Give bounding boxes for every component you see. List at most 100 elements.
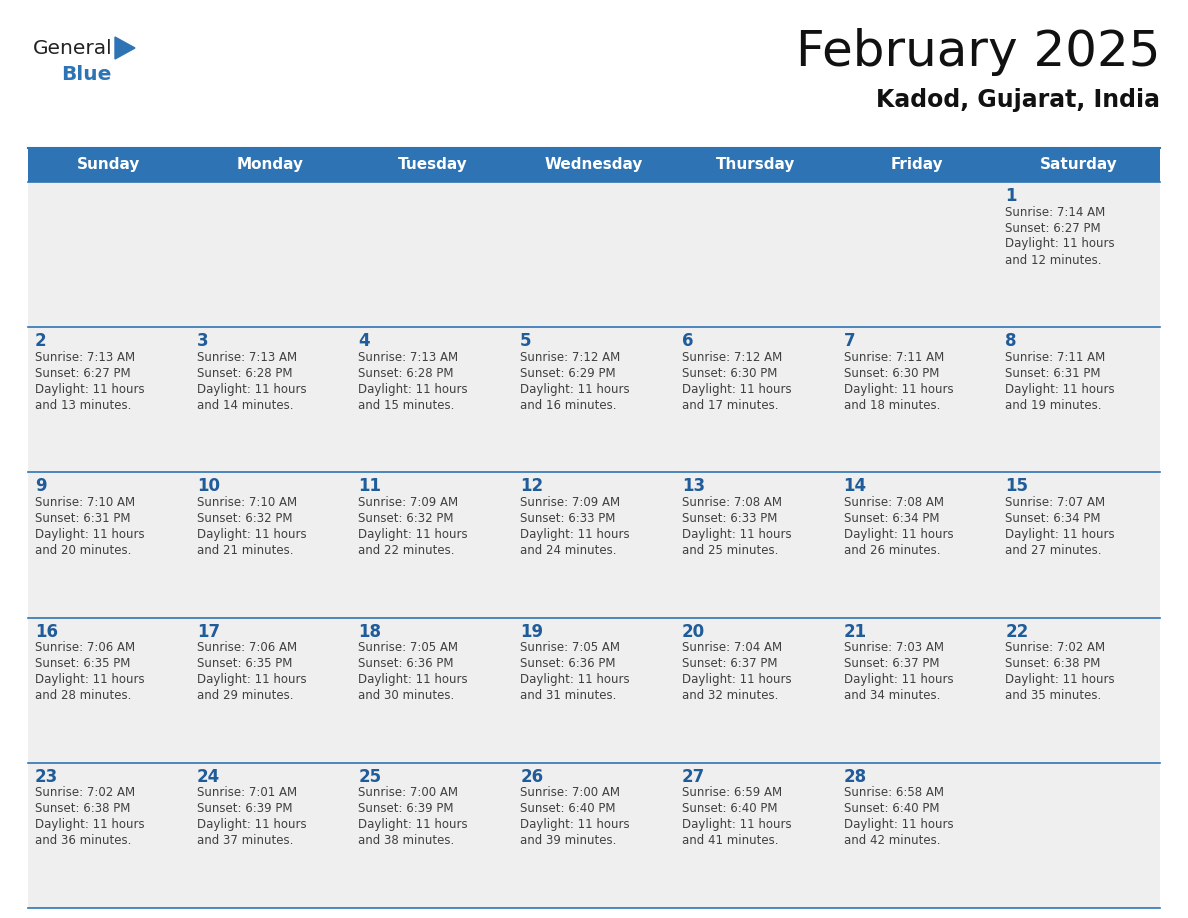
Text: and 14 minutes.: and 14 minutes.: [197, 398, 293, 411]
Text: 8: 8: [1005, 332, 1017, 350]
Bar: [675, 473, 836, 618]
Text: Sunrise: 7:13 AM: Sunrise: 7:13 AM: [359, 351, 459, 364]
Text: Sunset: 6:37 PM: Sunset: 6:37 PM: [843, 657, 939, 670]
Text: Sunset: 6:34 PM: Sunset: 6:34 PM: [843, 512, 939, 525]
Text: 11: 11: [359, 477, 381, 496]
Bar: [998, 182, 1159, 327]
Bar: [998, 327, 1159, 473]
Text: Sunrise: 7:00 AM: Sunrise: 7:00 AM: [520, 787, 620, 800]
Text: Sunrise: 6:58 AM: Sunrise: 6:58 AM: [843, 787, 943, 800]
Bar: [352, 618, 513, 763]
Text: 13: 13: [682, 477, 704, 496]
Text: Daylight: 11 hours: Daylight: 11 hours: [682, 383, 791, 396]
Text: Sunrise: 7:05 AM: Sunrise: 7:05 AM: [520, 641, 620, 655]
Text: Sunrise: 6:59 AM: Sunrise: 6:59 AM: [682, 787, 782, 800]
Text: Daylight: 11 hours: Daylight: 11 hours: [359, 818, 468, 832]
Text: and 24 minutes.: and 24 minutes.: [520, 543, 617, 557]
Text: Sunset: 6:30 PM: Sunset: 6:30 PM: [843, 366, 939, 380]
Text: Daylight: 11 hours: Daylight: 11 hours: [1005, 528, 1114, 541]
Text: and 16 minutes.: and 16 minutes.: [520, 398, 617, 411]
Text: Sunset: 6:27 PM: Sunset: 6:27 PM: [1005, 221, 1101, 234]
Text: and 36 minutes.: and 36 minutes.: [34, 834, 132, 847]
Text: Sunset: 6:40 PM: Sunset: 6:40 PM: [843, 802, 939, 815]
Bar: [513, 763, 675, 908]
Text: Sunrise: 7:09 AM: Sunrise: 7:09 AM: [359, 496, 459, 509]
Text: 17: 17: [197, 622, 220, 641]
Text: and 15 minutes.: and 15 minutes.: [359, 398, 455, 411]
Bar: [29, 148, 1159, 182]
Text: Sunset: 6:39 PM: Sunset: 6:39 PM: [359, 802, 454, 815]
Text: Sunday: Sunday: [77, 158, 140, 173]
Text: Sunset: 6:35 PM: Sunset: 6:35 PM: [197, 657, 292, 670]
Text: Kadod, Gujarat, India: Kadod, Gujarat, India: [876, 88, 1159, 112]
Text: Sunset: 6:35 PM: Sunset: 6:35 PM: [34, 657, 131, 670]
Text: and 28 minutes.: and 28 minutes.: [34, 689, 132, 702]
Bar: [675, 618, 836, 763]
Text: and 32 minutes.: and 32 minutes.: [682, 689, 778, 702]
Text: Sunrise: 7:12 AM: Sunrise: 7:12 AM: [520, 351, 620, 364]
Text: 18: 18: [359, 622, 381, 641]
Text: 6: 6: [682, 332, 694, 350]
Bar: [352, 763, 513, 908]
Text: Sunrise: 7:03 AM: Sunrise: 7:03 AM: [843, 641, 943, 655]
Text: Sunrise: 7:10 AM: Sunrise: 7:10 AM: [197, 496, 297, 509]
Text: 25: 25: [359, 767, 381, 786]
Text: Sunset: 6:31 PM: Sunset: 6:31 PM: [1005, 366, 1101, 380]
Text: Daylight: 11 hours: Daylight: 11 hours: [843, 528, 953, 541]
Text: Sunset: 6:28 PM: Sunset: 6:28 PM: [197, 366, 292, 380]
Text: 28: 28: [843, 767, 867, 786]
Text: Thursday: Thursday: [716, 158, 796, 173]
Bar: [513, 327, 675, 473]
Bar: [675, 182, 836, 327]
Text: Sunset: 6:29 PM: Sunset: 6:29 PM: [520, 366, 615, 380]
Bar: [29, 618, 190, 763]
Text: 24: 24: [197, 767, 220, 786]
Text: Monday: Monday: [238, 158, 304, 173]
Text: Sunset: 6:34 PM: Sunset: 6:34 PM: [1005, 512, 1101, 525]
Text: Daylight: 11 hours: Daylight: 11 hours: [1005, 673, 1114, 686]
Text: Sunrise: 7:13 AM: Sunrise: 7:13 AM: [34, 351, 135, 364]
Bar: [190, 473, 352, 618]
Text: Sunrise: 7:05 AM: Sunrise: 7:05 AM: [359, 641, 459, 655]
Text: and 38 minutes.: and 38 minutes.: [359, 834, 455, 847]
Text: and 12 minutes.: and 12 minutes.: [1005, 253, 1101, 266]
Text: 9: 9: [34, 477, 46, 496]
Text: 27: 27: [682, 767, 706, 786]
Bar: [998, 763, 1159, 908]
Text: Sunset: 6:28 PM: Sunset: 6:28 PM: [359, 366, 454, 380]
Text: Sunrise: 7:02 AM: Sunrise: 7:02 AM: [1005, 641, 1105, 655]
Text: Sunrise: 7:09 AM: Sunrise: 7:09 AM: [520, 496, 620, 509]
Text: and 17 minutes.: and 17 minutes.: [682, 398, 778, 411]
Text: 20: 20: [682, 622, 704, 641]
Text: 4: 4: [359, 332, 369, 350]
Text: and 39 minutes.: and 39 minutes.: [520, 834, 617, 847]
Text: Sunrise: 7:10 AM: Sunrise: 7:10 AM: [34, 496, 135, 509]
Text: Daylight: 11 hours: Daylight: 11 hours: [520, 673, 630, 686]
Bar: [29, 763, 190, 908]
Text: Daylight: 11 hours: Daylight: 11 hours: [197, 818, 307, 832]
Text: Sunset: 6:38 PM: Sunset: 6:38 PM: [34, 802, 131, 815]
Text: Sunset: 6:32 PM: Sunset: 6:32 PM: [197, 512, 292, 525]
Text: Daylight: 11 hours: Daylight: 11 hours: [197, 383, 307, 396]
Text: Daylight: 11 hours: Daylight: 11 hours: [34, 383, 145, 396]
Text: 10: 10: [197, 477, 220, 496]
Text: 1: 1: [1005, 187, 1017, 205]
Text: Sunset: 6:27 PM: Sunset: 6:27 PM: [34, 366, 131, 380]
Text: 5: 5: [520, 332, 532, 350]
Text: Daylight: 11 hours: Daylight: 11 hours: [197, 528, 307, 541]
Bar: [29, 473, 190, 618]
Text: 14: 14: [843, 477, 867, 496]
Text: Daylight: 11 hours: Daylight: 11 hours: [843, 383, 953, 396]
Text: Sunrise: 7:07 AM: Sunrise: 7:07 AM: [1005, 496, 1105, 509]
Text: and 42 minutes.: and 42 minutes.: [843, 834, 940, 847]
Bar: [190, 182, 352, 327]
Text: Daylight: 11 hours: Daylight: 11 hours: [682, 818, 791, 832]
Bar: [675, 327, 836, 473]
Text: and 30 minutes.: and 30 minutes.: [359, 689, 455, 702]
Text: Sunset: 6:31 PM: Sunset: 6:31 PM: [34, 512, 131, 525]
Bar: [836, 473, 998, 618]
Bar: [29, 182, 190, 327]
Text: and 31 minutes.: and 31 minutes.: [520, 689, 617, 702]
Text: Daylight: 11 hours: Daylight: 11 hours: [843, 673, 953, 686]
Text: Sunrise: 7:06 AM: Sunrise: 7:06 AM: [197, 641, 297, 655]
